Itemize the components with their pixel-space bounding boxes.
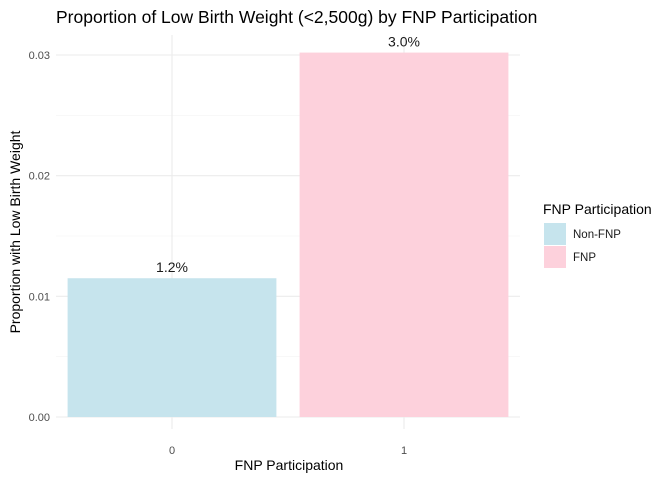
chart-title: Proportion of Low Birth Weight (<2,500g)… (56, 7, 537, 27)
legend-item-label: FNP (573, 252, 596, 264)
legend: FNP Participation Non-FNP FNP (543, 201, 652, 268)
bars (67, 52, 509, 417)
bar-0 (67, 278, 277, 417)
x-axis-title: FNP Participation (235, 457, 344, 473)
legend-item-label: Non-FNP (573, 229, 621, 241)
data-labels: 1.2% 3.0% (156, 34, 420, 276)
legend-key-swatch (544, 223, 566, 245)
data-label: 3.0% (388, 34, 420, 50)
y-tick-label: 0.00 (29, 412, 50, 424)
x-tick-label: 0 (169, 445, 175, 457)
y-axis-ticks: 0.00 0.01 0.02 0.03 (29, 50, 50, 424)
bar-1 (299, 52, 509, 417)
y-tick-label: 0.01 (29, 291, 50, 303)
y-axis-title: Proportion with Low Birth Weight (7, 130, 23, 333)
y-tick-label: 0.02 (29, 171, 50, 183)
legend-title: FNP Participation (543, 201, 652, 217)
y-tick-label: 0.03 (29, 50, 50, 62)
data-label: 1.2% (156, 259, 188, 275)
legend-key-swatch (544, 246, 566, 268)
x-tick-label: 1 (401, 445, 407, 457)
